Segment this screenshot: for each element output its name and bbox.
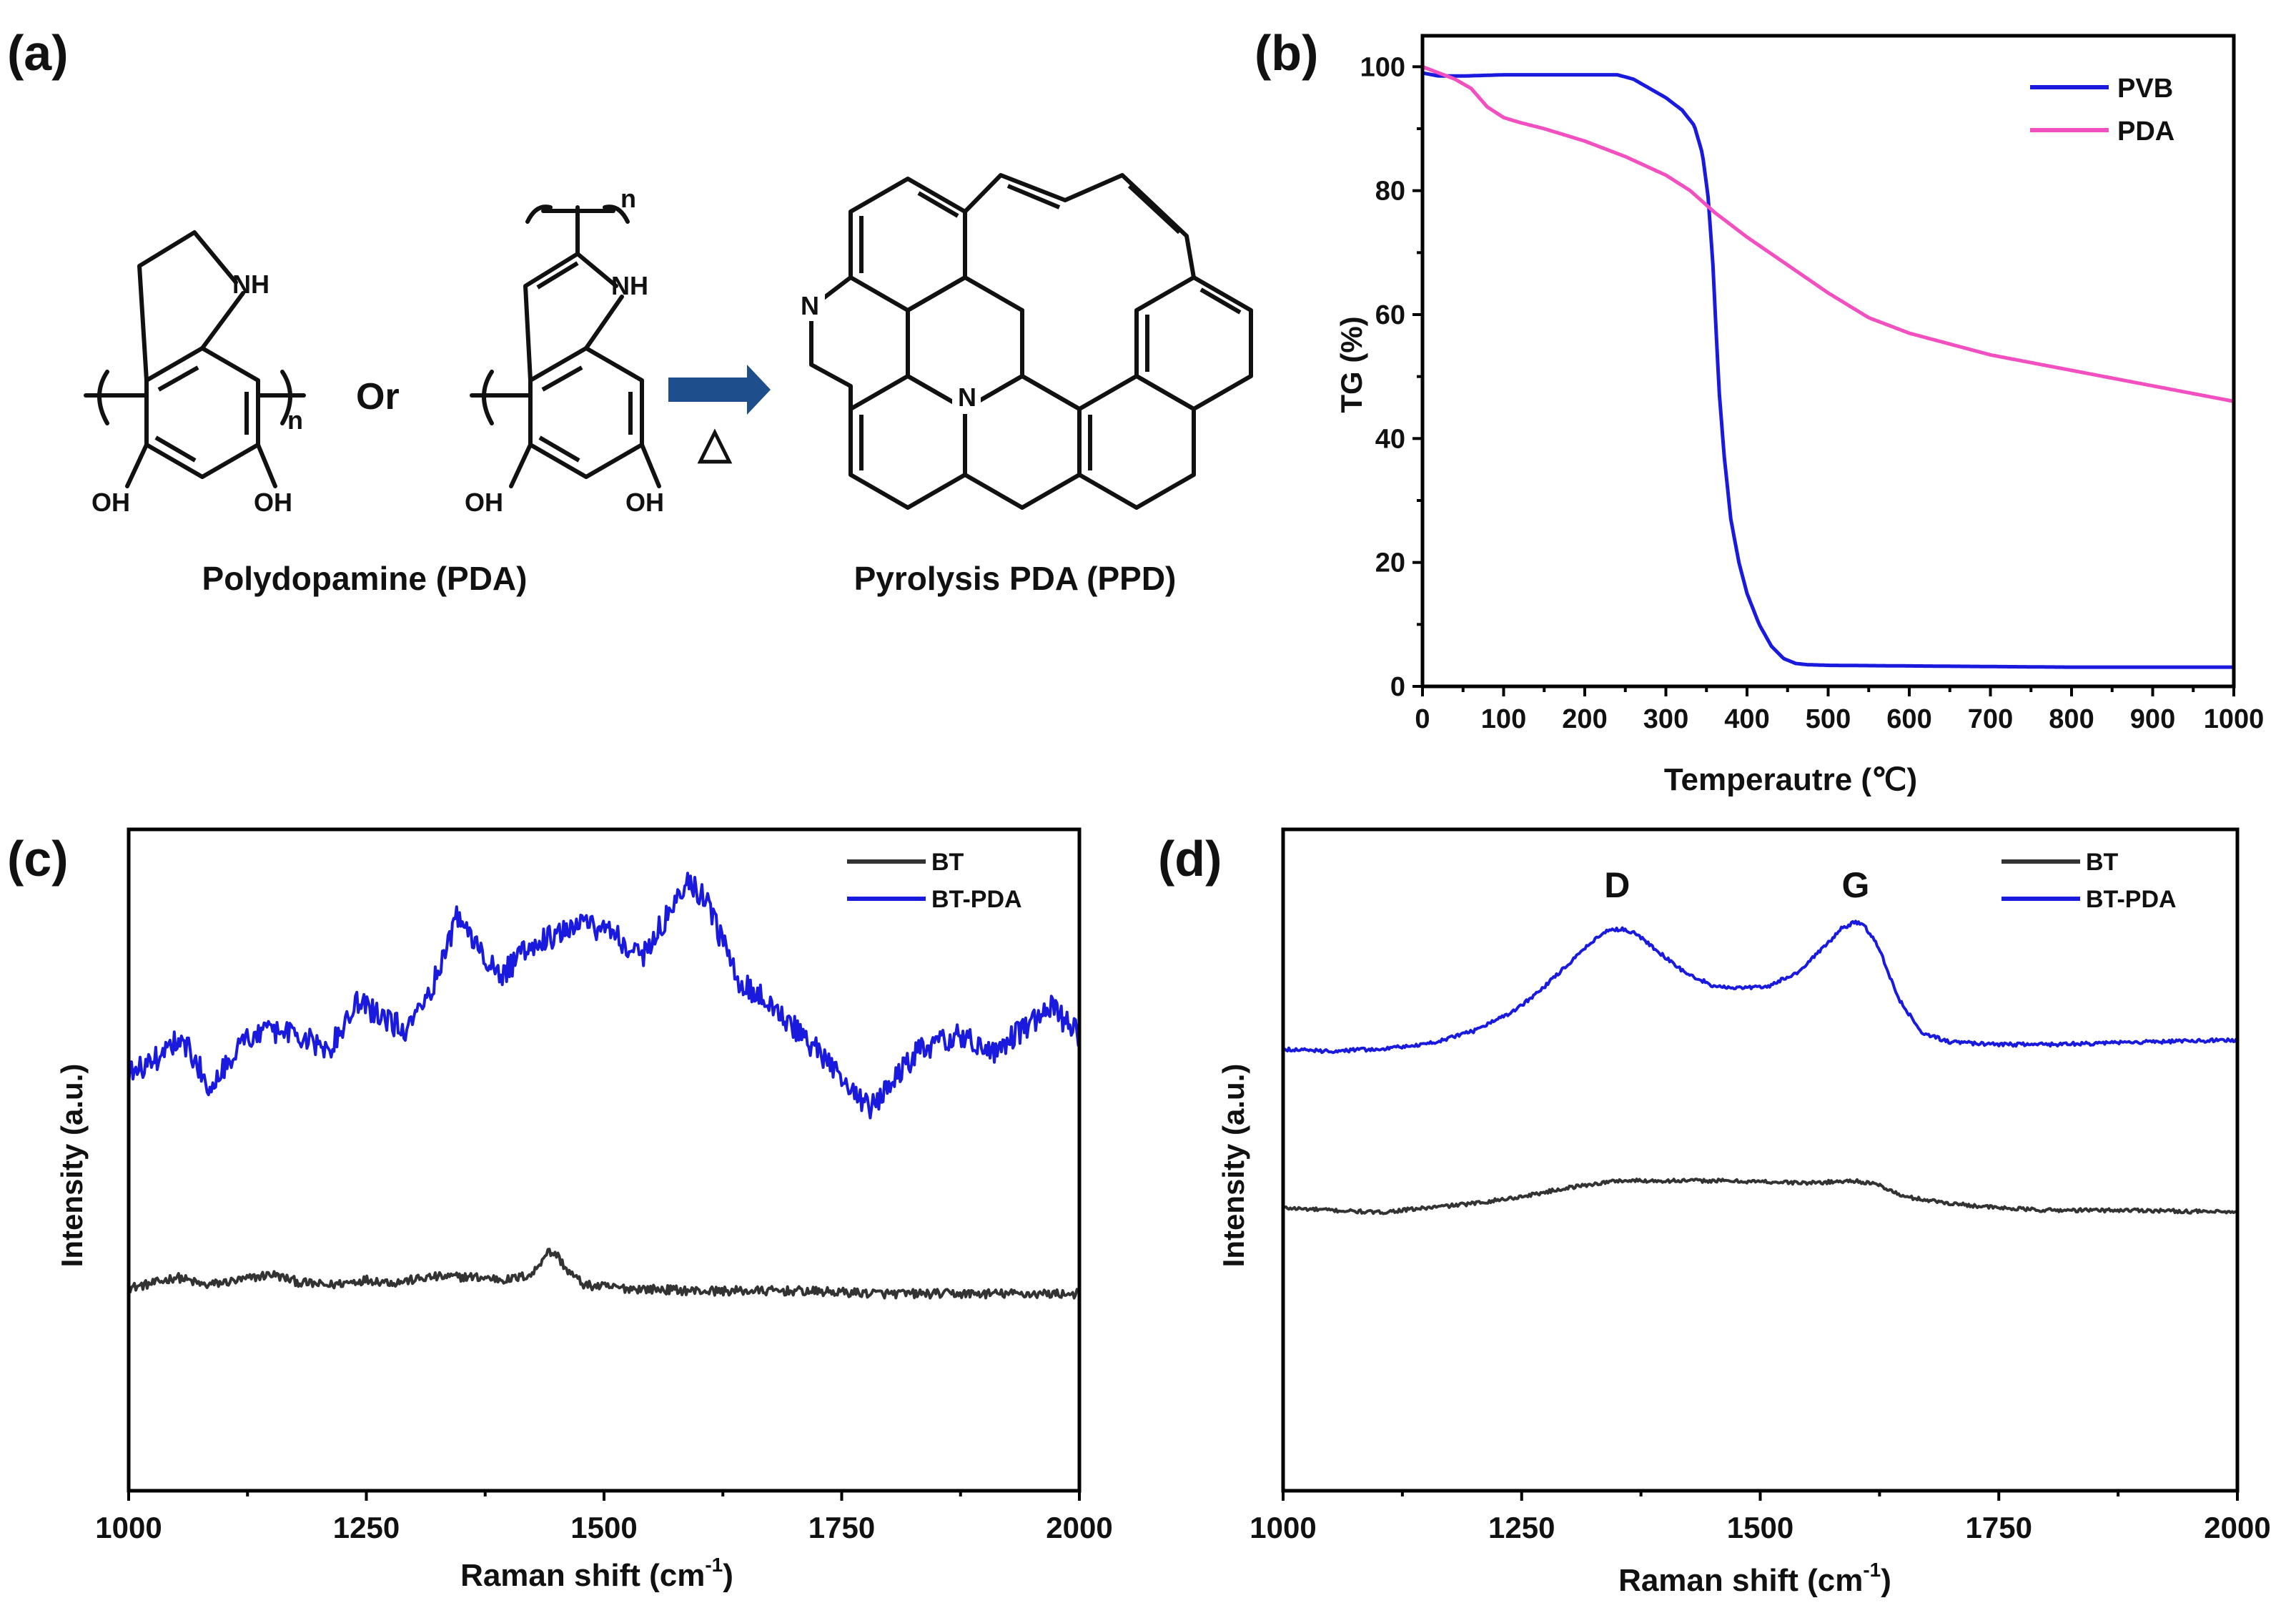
raman-d-series-bt-pda [1283,921,2237,1052]
tg-ytick-label: 60 [1375,300,1405,330]
tg-series [1422,66,2234,667]
raman-c-xlabel-end: ) [723,1558,733,1593]
reaction-arrow: △ [668,365,771,467]
tg-chart: TG (%) Temperautre (℃) 0 100 200 300 400 500 6… [1335,36,2264,797]
tg-xtick-label: 200 [1562,704,1607,734]
or-text: Or [356,376,400,418]
raman-c-xlabel-main: Raman shift (cm [460,1558,705,1593]
tg-xtick-label: 700 [1968,704,2013,734]
raman-c-xtick-label: 1250 [333,1511,400,1544]
tg-xtick-label: 400 [1724,704,1769,734]
raman-d-ylabel: Intensity (a.u.) [1217,1064,1250,1268]
tg-ytick-label: 40 [1375,424,1405,454]
tg-series-line-pvb [1422,73,2234,667]
raman-d-xtick-label: 2000 [2204,1511,2270,1544]
tg-xtick-label: 600 [1886,704,1931,734]
oh-label-2: OH [254,488,292,517]
raman-chart-d: Intensity (a.u.) Raman shift (cm-1) 1000… [1217,829,2271,1598]
panel-label-a: (a) [7,25,69,81]
raman-c-ticks: 1000 1250 1500 1750 2000 [95,1491,1112,1544]
tg-xtick-label: 100 [1481,704,1526,734]
ppd-structure: N N [795,175,1251,508]
pda-structure-1: NH OH OH n [86,232,304,517]
raman-c-xlabel-sup: -1 [705,1554,723,1576]
tg-ytick-label: 20 [1375,548,1405,578]
subscript-n-1: n [287,405,303,435]
oh-label-1: OH [91,488,130,517]
raman-d-xlabel-end: ) [1881,1563,1891,1598]
tg-ylabel: TG (%) [1335,316,1368,413]
subscript-n-2: n [620,184,636,213]
panel-label-d: (d) [1158,831,1222,887]
nh-label-2: NH [611,271,648,300]
raman-c-xtick-label: 1500 [570,1511,637,1544]
ppd-caption: Pyrolysis PDA (PPD) [854,560,1177,597]
raman-d-xlabel: Raman shift (cm-1) [1618,1559,1891,1598]
tg-ytick-label: 100 [1360,52,1405,82]
legend-label-btpda-c: BT-PDA [931,886,1022,913]
raman-d-legend: BT BT-PDA [2001,849,2177,913]
raman-d-xtick-label: 1000 [1250,1511,1316,1544]
raman-d-xlabel-main: Raman shift (cm [1618,1563,1863,1598]
tg-xtick-label: 800 [2049,704,2094,734]
raman-c-series [129,873,1079,1298]
panel-label-b: (b) [1255,25,1318,81]
oh-label-4: OH [625,488,664,517]
pda-structure-2: NH n OH OH [465,184,664,517]
tg-ticks: 0 100 200 300 400 500 600 700 800 900 1000 0 20 40 60 8… [1360,52,2265,734]
raman-d-annotation: G [1842,865,1870,905]
nh-label-1: NH [232,270,269,299]
raman-c-legend: BT BT-PDA [847,849,1022,913]
legend-label-pda: PDA [2117,117,2174,147]
raman-c-xtick-label: 2000 [1046,1511,1112,1544]
tg-xtick-label: 500 [1806,704,1851,734]
raman-d-xtick-label: 1500 [1727,1511,1793,1544]
heat-symbol: △ [697,419,733,467]
tg-xtick-label: 900 [2130,704,2175,734]
tg-legend: PVB PDA [2030,74,2174,147]
tg-xlabel: Temperautre (℃) [1664,762,1917,797]
legend-label-bt-c: BT [931,849,964,876]
n-label-1: N [801,291,819,320]
raman-c-series-bt [129,1249,1079,1298]
tg-ytick-label: 0 [1390,672,1405,702]
raman-c-ylabel: Intensity (a.u.) [55,1064,89,1268]
raman-c-xlabel: Raman shift (cm-1) [460,1554,733,1593]
raman-d-annotation: D [1604,865,1630,905]
raman-d-ticks: 1000 1250 1500 1750 2000 [1250,1491,2270,1544]
legend-label-pvb: PVB [2117,74,2173,104]
figure: (a) (b) (c) (d) NH OH OH n Or NH [0,0,2296,1613]
pda-caption: Polydopamine (PDA) [202,560,528,597]
tg-ytick-label: 80 [1375,177,1405,207]
raman-c-xtick-label: 1000 [95,1511,162,1544]
tg-xtick-label: 1000 [2204,704,2265,734]
legend-label-bt-d: BT [2086,849,2119,876]
tg-xtick-label: 0 [1415,704,1430,734]
raman-d-series [1283,921,2237,1213]
raman-d-xtick-label: 1250 [1488,1511,1555,1544]
raman-d-series-bt [1283,1179,2237,1214]
tg-series-line-pda [1422,66,2234,401]
tg-xtick-label: 300 [1643,704,1688,734]
raman-chart-c: Intensity (a.u.) Raman shift (cm-1) 1000… [55,829,1113,1593]
raman-d-xtick-label: 1750 [1966,1511,2032,1544]
raman-d-xlabel-sup: -1 [1863,1559,1881,1581]
panel-label-c: (c) [7,831,69,887]
oh-label-3: OH [465,488,503,517]
raman-c-xtick-label: 1750 [808,1511,875,1544]
n-label-2: N [958,383,976,412]
legend-label-btpda-d: BT-PDA [2086,886,2177,913]
